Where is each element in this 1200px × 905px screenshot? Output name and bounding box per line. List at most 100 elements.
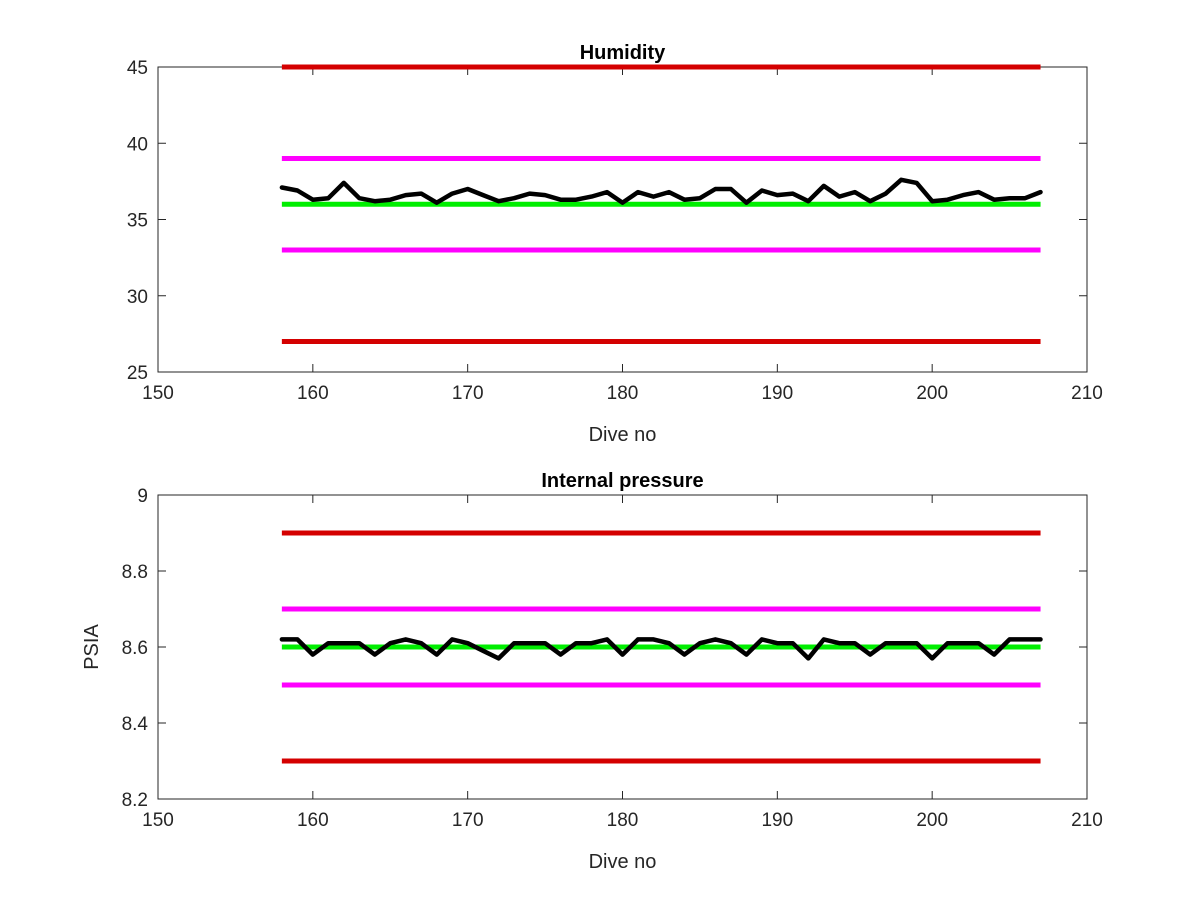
x-tick-label: 170 xyxy=(452,383,484,404)
data-point xyxy=(869,653,872,656)
data-point xyxy=(668,191,670,193)
data-point xyxy=(931,200,933,202)
data-point xyxy=(869,200,872,202)
data-point xyxy=(931,657,933,660)
data-point xyxy=(1039,638,1042,641)
data-series-line xyxy=(279,177,1043,205)
data-point xyxy=(730,188,732,190)
data-point xyxy=(776,642,779,644)
data-point xyxy=(853,191,856,193)
x-tick-label: 190 xyxy=(761,383,793,404)
data-point xyxy=(606,191,608,193)
data-point xyxy=(312,653,314,656)
data-point xyxy=(343,182,345,184)
x-tick-label: 180 xyxy=(607,383,639,404)
data-point xyxy=(296,638,299,641)
data-point xyxy=(327,642,330,644)
data-point xyxy=(373,200,376,202)
data-point xyxy=(606,638,608,641)
data-point xyxy=(1039,191,1042,193)
axes-box xyxy=(157,66,1088,373)
y-tick-label: 30 xyxy=(127,287,148,308)
data-point xyxy=(343,642,345,644)
data-point xyxy=(993,653,995,656)
data-point xyxy=(404,194,407,196)
data-point xyxy=(559,198,562,201)
x-tick-label: 160 xyxy=(297,383,329,404)
data-point xyxy=(451,638,453,641)
data-point xyxy=(451,192,453,195)
x-axis-label: Dive no xyxy=(589,851,657,873)
data-point xyxy=(420,642,423,644)
data-point xyxy=(993,198,995,201)
data-point xyxy=(281,186,283,189)
data-point xyxy=(761,189,763,192)
data-point xyxy=(714,188,717,190)
x-tick-label: 180 xyxy=(607,810,639,831)
x-tick-label: 200 xyxy=(916,383,948,404)
data-point xyxy=(699,642,701,644)
plot-title: Internal pressure xyxy=(541,470,703,492)
data-point xyxy=(327,197,330,199)
y-tick-label: 40 xyxy=(127,134,148,155)
plot-title: Humidity xyxy=(580,42,666,64)
data-point xyxy=(575,198,577,201)
y-tick-label: 35 xyxy=(127,211,148,232)
data-point xyxy=(513,642,515,644)
data-point xyxy=(513,197,515,199)
x-tick-label: 200 xyxy=(916,810,948,831)
data-point xyxy=(962,642,964,644)
x-tick-label: 150 xyxy=(142,383,174,404)
data-point xyxy=(497,657,500,660)
data-point xyxy=(528,642,531,644)
subplot-1: 150 160 170 180 190 200 210 25 30 35 40 45 Humidity D… xyxy=(127,42,1103,446)
data-point xyxy=(900,642,902,644)
data-point xyxy=(358,642,361,644)
data-point xyxy=(838,642,841,644)
y-tick-label: 8.4 xyxy=(122,714,149,735)
data-point xyxy=(807,200,810,202)
data-point xyxy=(1008,638,1011,641)
data-point xyxy=(730,642,732,644)
data-point xyxy=(389,198,392,201)
data-point xyxy=(683,198,686,201)
data-series-line xyxy=(279,637,1043,661)
data-point xyxy=(776,194,779,196)
data-point xyxy=(884,642,887,644)
data-point xyxy=(761,638,763,641)
y-tick-label: 45 xyxy=(127,58,148,79)
data-point xyxy=(946,642,949,644)
data-point xyxy=(575,642,577,644)
y-tick-label: 25 xyxy=(127,363,148,384)
data-point xyxy=(1024,197,1026,199)
x-tick-label: 170 xyxy=(452,810,484,831)
subplot-2: 150 160 170 180 190 200 210 8.2 8.4 8.6 8.8 9 Intern… xyxy=(81,470,1103,873)
data-point xyxy=(544,194,546,196)
data-point xyxy=(915,642,918,644)
data-point xyxy=(637,191,639,193)
y-tick-label: 8.8 xyxy=(122,562,148,583)
data-point xyxy=(373,653,376,656)
data-point xyxy=(466,188,469,190)
x-tick-label: 210 xyxy=(1071,383,1103,404)
data-point xyxy=(977,642,980,644)
data-point xyxy=(853,642,856,644)
data-point xyxy=(962,194,964,196)
data-point xyxy=(281,638,283,641)
data-point xyxy=(590,195,593,198)
data-point xyxy=(745,653,748,656)
data-point xyxy=(590,642,593,644)
data-point xyxy=(637,638,639,641)
data-point xyxy=(683,653,686,656)
data-point xyxy=(822,185,825,187)
y-tick-label: 8.6 xyxy=(122,638,148,659)
y-tick-label: 8.2 xyxy=(122,790,148,811)
data-point xyxy=(435,201,438,204)
data-point xyxy=(497,200,500,202)
data-point xyxy=(544,642,546,644)
x-tick-label: 190 xyxy=(761,810,793,831)
data-point xyxy=(358,197,361,199)
data-point xyxy=(884,192,887,195)
